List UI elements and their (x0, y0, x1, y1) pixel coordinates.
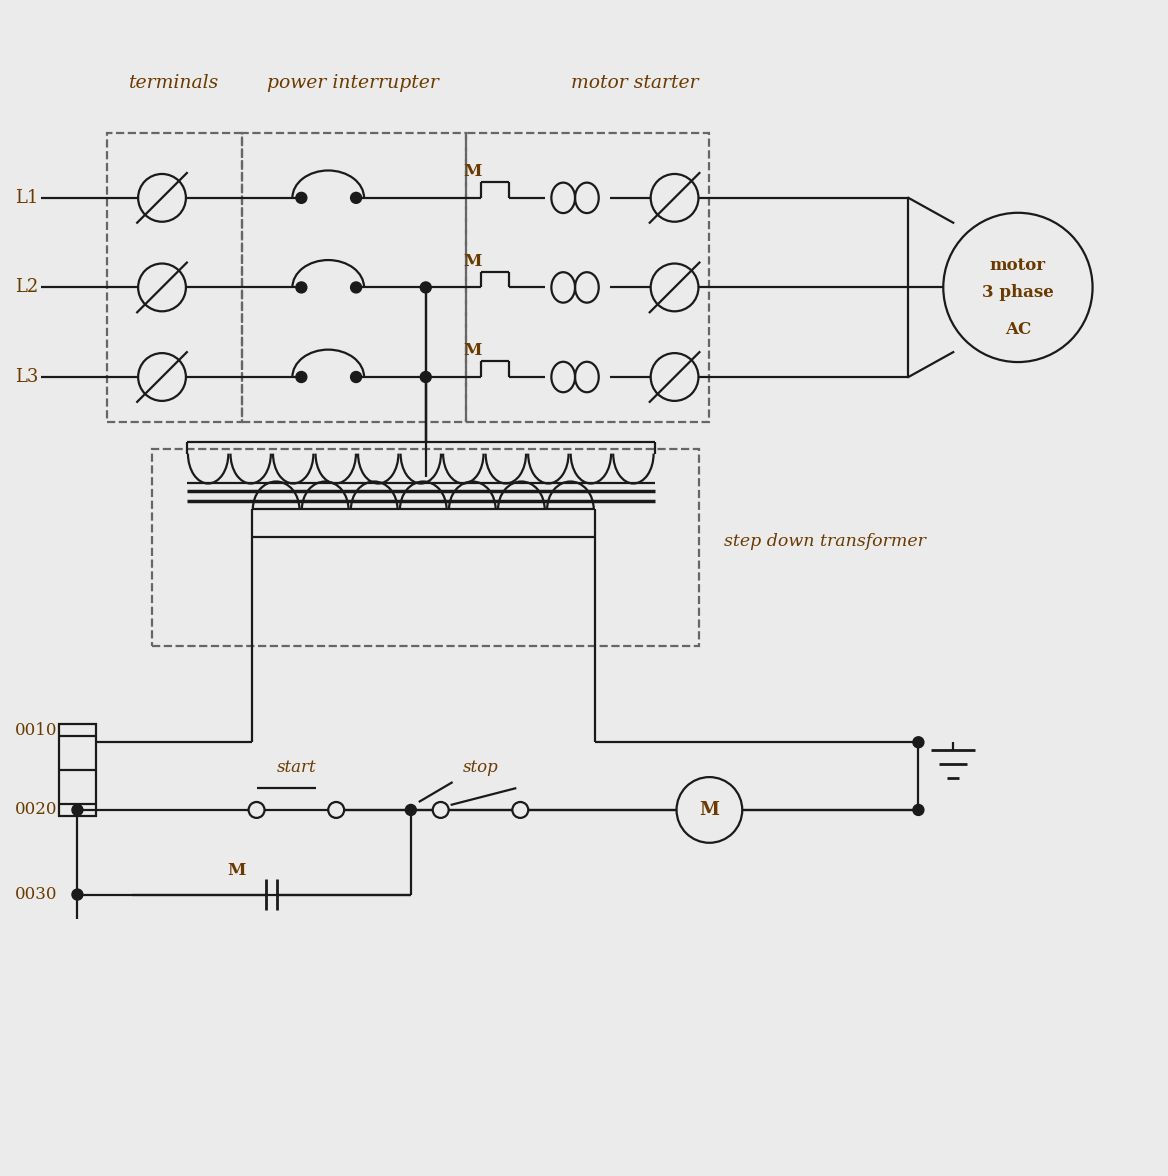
Text: M: M (700, 801, 719, 818)
Text: M: M (464, 253, 482, 269)
Bar (152, 449, 700, 646)
Circle shape (405, 804, 416, 815)
Circle shape (676, 777, 742, 843)
Circle shape (249, 802, 264, 818)
Circle shape (913, 804, 924, 815)
Text: 0030: 0030 (15, 886, 57, 903)
Circle shape (296, 372, 307, 382)
Circle shape (513, 802, 528, 818)
Text: 3 phase: 3 phase (982, 283, 1054, 301)
Text: M: M (464, 163, 482, 180)
Text: 0010: 0010 (15, 722, 57, 739)
Text: AC: AC (1004, 321, 1031, 338)
Text: stop: stop (463, 760, 499, 776)
Circle shape (296, 193, 307, 203)
Circle shape (350, 372, 362, 382)
Bar (466, 133, 709, 422)
Circle shape (72, 804, 83, 815)
Circle shape (420, 282, 431, 293)
Text: motor: motor (989, 258, 1047, 274)
Circle shape (72, 889, 83, 900)
Circle shape (944, 213, 1092, 362)
Text: step down transformer: step down transformer (724, 533, 926, 550)
Text: L3: L3 (15, 368, 39, 386)
Circle shape (350, 282, 362, 293)
Circle shape (432, 802, 449, 818)
Text: power interrupter: power interrupter (267, 74, 439, 93)
Text: L1: L1 (15, 189, 39, 207)
Circle shape (350, 193, 362, 203)
Bar (107, 133, 242, 422)
Text: M: M (464, 342, 482, 359)
Circle shape (913, 737, 924, 748)
Text: start: start (277, 760, 317, 776)
Text: motor starter: motor starter (571, 74, 698, 93)
Text: terminals: terminals (128, 74, 220, 93)
Circle shape (328, 802, 345, 818)
Text: 0020: 0020 (15, 802, 57, 818)
Bar (58, 724, 96, 816)
Circle shape (420, 372, 431, 382)
Bar (242, 133, 466, 422)
Text: M: M (228, 862, 245, 878)
Circle shape (296, 282, 307, 293)
Text: L2: L2 (15, 279, 39, 296)
